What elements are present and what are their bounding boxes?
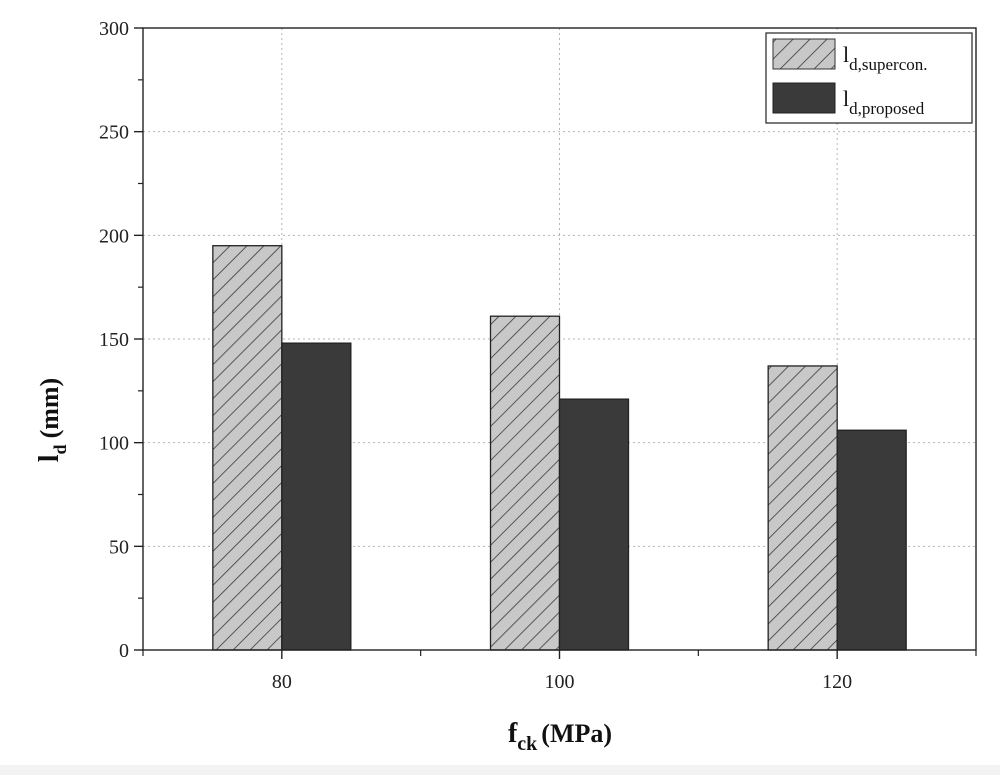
y-tick-label: 50	[109, 536, 129, 558]
bar-supercon-80	[212, 245, 283, 651]
bar-supercon-120	[767, 365, 838, 651]
x-tick-label: 80	[272, 671, 292, 693]
bar-proposed-120	[836, 429, 907, 651]
legend-label-proposed: ld,proposed	[843, 86, 925, 118]
x-tick-label: 120	[822, 671, 852, 693]
legend-label-supercon: ld,supercon.	[843, 42, 928, 74]
bar-proposed-100	[558, 398, 630, 651]
y-tick-label: 300	[99, 18, 129, 40]
bar-proposed-80	[281, 342, 352, 651]
y-tick-label: 200	[99, 225, 129, 247]
legend-swatch-proposed	[772, 82, 836, 114]
bottom-strip	[0, 765, 1000, 775]
axes: 0 50 100 150 200 250 300 80 100 120	[99, 18, 977, 693]
y-tick-label: 250	[99, 122, 129, 144]
y-tick-label: 0	[119, 640, 129, 662]
bar-supercon-100	[489, 315, 561, 651]
y-tick-label: 100	[99, 433, 129, 455]
legend: ld,supercon. ld,proposed	[765, 32, 973, 124]
x-tick-label: 100	[545, 671, 575, 693]
x-axis-title: fck (MPa)	[508, 718, 612, 755]
bars	[212, 245, 907, 651]
legend-swatch-supercon	[772, 38, 836, 70]
y-tick-label: 150	[99, 329, 129, 351]
y-axis-title: ld(mm)	[34, 378, 70, 462]
